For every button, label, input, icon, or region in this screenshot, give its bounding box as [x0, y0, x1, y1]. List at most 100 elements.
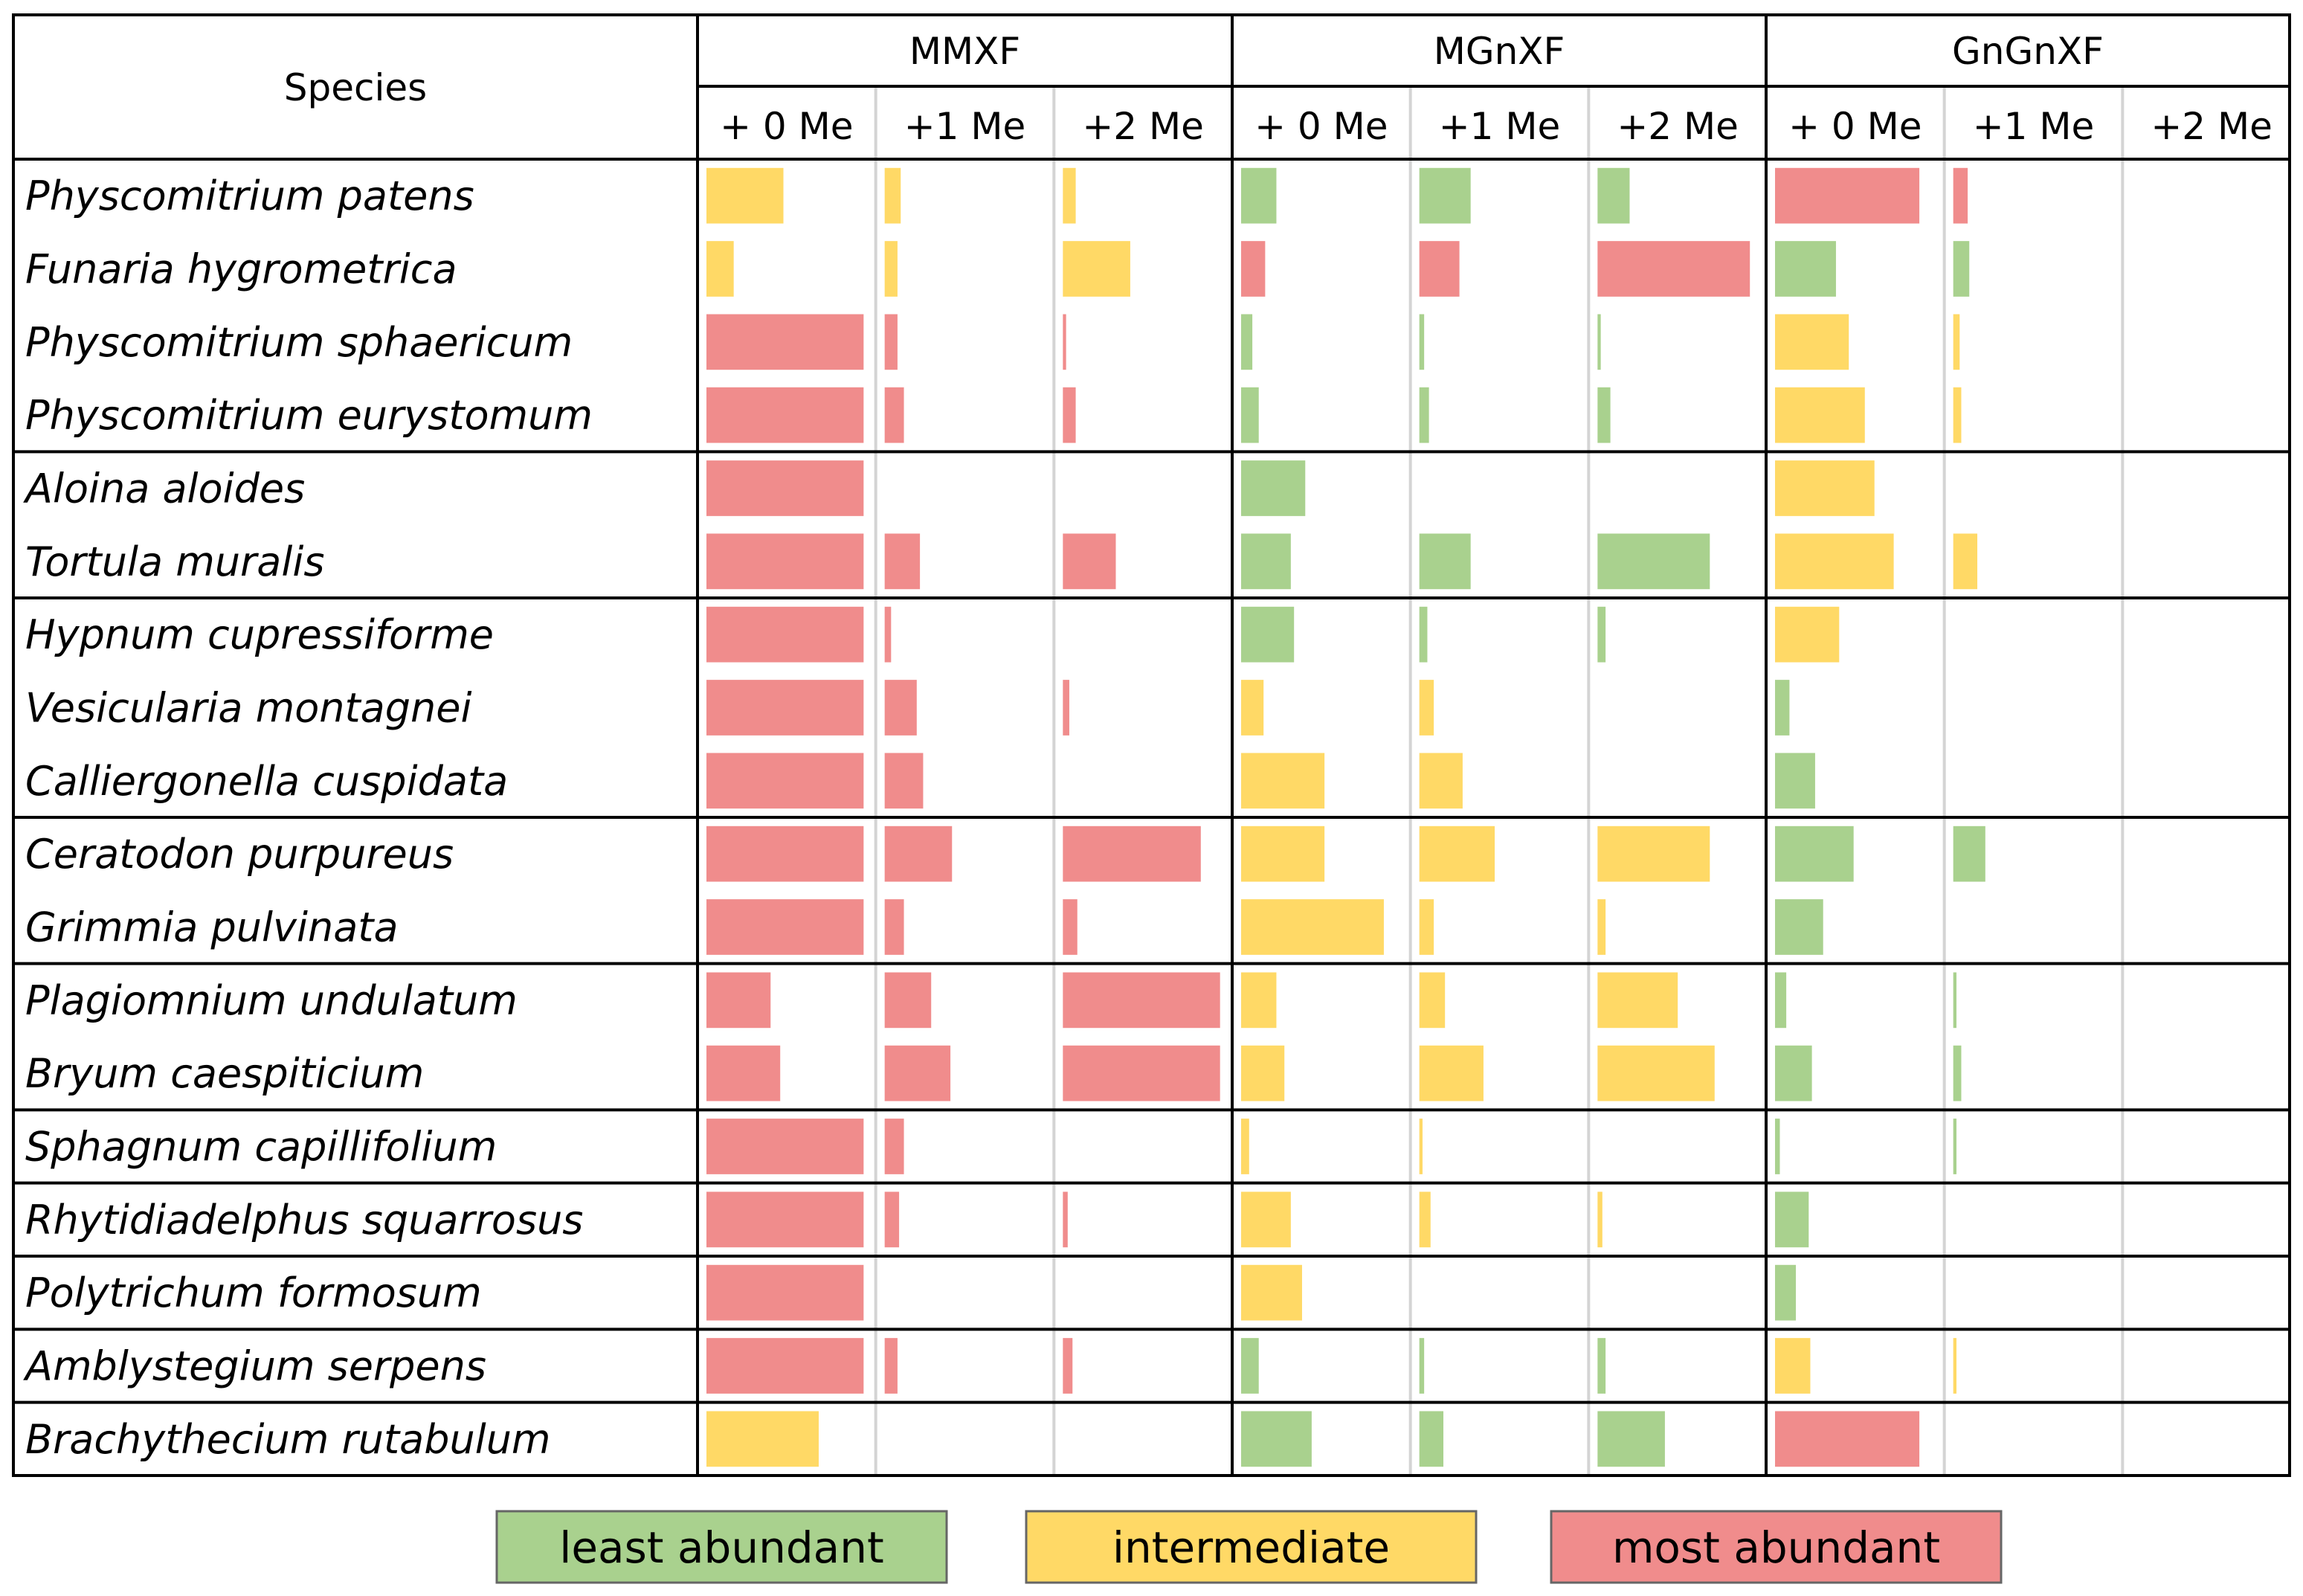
bar-intermediate: [1241, 1045, 1285, 1101]
bar-most: [706, 314, 864, 370]
bar-least: [1775, 826, 1854, 882]
bar-most: [1063, 387, 1076, 443]
subcolumn-header: +2 Me: [2151, 105, 2273, 148]
bar-most: [884, 314, 898, 370]
bar-most: [884, 826, 953, 882]
bar-least: [1419, 167, 1471, 224]
subcolumn-header: +1 Me: [904, 105, 1026, 148]
bar-intermediate: [1241, 1264, 1302, 1321]
species-label: Bryum caespiticium: [25, 1050, 424, 1097]
bar-most: [884, 753, 924, 809]
bar-least: [1419, 606, 1428, 663]
bar-most: [1063, 899, 1078, 955]
bar-intermediate: [1241, 972, 1277, 1029]
bar-most: [1063, 1191, 1068, 1248]
legend-label-least: least abundant: [559, 1522, 883, 1573]
legend-label-intermediate: intermediate: [1112, 1522, 1390, 1573]
bar-least: [1597, 314, 1601, 370]
bar-intermediate: [1419, 680, 1434, 736]
table-outer-border: [12, 13, 2291, 1477]
bar-intermediate: [1419, 1045, 1484, 1101]
bar-intermediate: [1241, 899, 1384, 955]
bar-intermediate: [1419, 972, 1446, 1029]
bar-least: [1775, 972, 1787, 1029]
bar-intermediate: [1419, 899, 1434, 955]
bar-least: [1419, 1338, 1425, 1394]
species-label: Sphagnum capillifolium: [25, 1124, 497, 1171]
bar-most: [706, 606, 864, 663]
subcolumn-header: + 0 Me: [720, 105, 853, 148]
species-label: Vesicularia montagnei: [25, 685, 471, 732]
bar-least: [1241, 167, 1277, 224]
bar-most: [706, 899, 864, 955]
bar-least: [1597, 1411, 1665, 1467]
bar-intermediate: [1419, 1119, 1423, 1174]
bar-most: [706, 387, 864, 443]
bar-intermediate: [1775, 387, 1865, 443]
group-header: GnGnXF: [1952, 30, 2104, 73]
bar-intermediate: [706, 167, 784, 224]
bar-least: [1597, 1338, 1606, 1394]
bar-most: [1775, 167, 1920, 224]
bar-most: [884, 1045, 951, 1101]
bar-intermediate: [1241, 753, 1325, 809]
bar-intermediate: [1241, 1119, 1249, 1174]
species-column-header: Species: [284, 66, 427, 109]
bar-least: [1775, 1119, 1780, 1174]
bar-least: [1775, 680, 1790, 736]
species-label: Calliergonella cuspidata: [25, 758, 508, 805]
subcolumn-header: +1 Me: [1973, 105, 2095, 148]
species-label: Aloina aloides: [23, 466, 305, 512]
bar-least: [1775, 241, 1836, 297]
bar-most: [1063, 1045, 1220, 1101]
species-label: Grimmia pulvinata: [25, 904, 399, 951]
bar-intermediate: [884, 167, 901, 224]
bar-intermediate: [1597, 972, 1678, 1029]
subcolumn-header: +1 Me: [1439, 105, 1561, 148]
bar-least: [1775, 899, 1823, 955]
bar-most: [706, 753, 864, 809]
bar-least: [1597, 606, 1606, 663]
bar-most: [706, 826, 864, 882]
group-header: MMXF: [909, 30, 1020, 73]
bar-most: [706, 533, 864, 590]
bar-intermediate: [1597, 899, 1606, 955]
bar-least: [1419, 1411, 1444, 1467]
bar-intermediate: [1419, 753, 1463, 809]
bar-intermediate: [1419, 1191, 1431, 1248]
bar-intermediate: [706, 1411, 819, 1467]
bar-intermediate: [1953, 533, 1978, 590]
bar-most: [1063, 533, 1116, 590]
bar-intermediate: [1775, 460, 1875, 516]
species-label: Physcomitrium patens: [25, 173, 474, 219]
bar-most: [1241, 241, 1266, 297]
bar-intermediate: [1241, 826, 1325, 882]
bar-most: [706, 460, 864, 516]
bar-most: [884, 680, 917, 736]
bar-least: [1241, 460, 1306, 516]
bar-most: [1063, 972, 1220, 1029]
bar-most: [884, 387, 904, 443]
bar-most: [1419, 241, 1460, 297]
species-label: Tortula muralis: [25, 538, 324, 585]
bar-intermediate: [1063, 241, 1130, 297]
species-label: Physcomitrium eurystomum: [25, 392, 593, 439]
bar-least: [1953, 972, 1956, 1029]
bar-intermediate: [1775, 533, 1894, 590]
bar-intermediate: [1953, 314, 1960, 370]
legend-swatch-most: [1550, 1510, 2003, 1584]
bar-most: [706, 680, 864, 736]
species-label: Physcomitrium sphaericum: [25, 319, 573, 366]
subcolumn-header: + 0 Me: [1788, 105, 1922, 148]
bar-intermediate: [1063, 167, 1076, 224]
legend-swatch-least: [495, 1510, 948, 1584]
bar-layer: [706, 167, 1985, 1467]
bar-intermediate: [1775, 606, 1840, 663]
bar-most: [1597, 241, 1750, 297]
subcolumn-header: + 0 Me: [1254, 105, 1388, 148]
species-label: Funaria hygrometrica: [25, 246, 457, 293]
bar-least: [1241, 606, 1295, 663]
bar-least: [1241, 1411, 1312, 1467]
legend-swatch-intermediate: [1025, 1510, 1478, 1584]
bar-least: [1419, 533, 1471, 590]
